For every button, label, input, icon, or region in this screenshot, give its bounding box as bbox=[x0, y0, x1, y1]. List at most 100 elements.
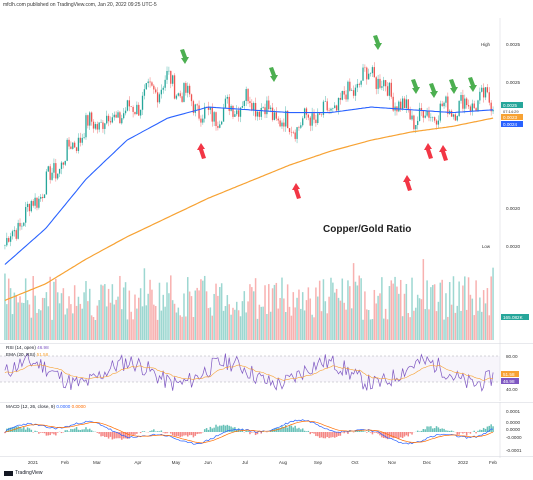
candle-body bbox=[256, 111, 259, 117]
rsi-chart[interactable]: 80.00 51.58 46.98 40.00 bbox=[0, 343, 533, 401]
candle-body bbox=[347, 81, 349, 100]
macd-hist-bar bbox=[488, 425, 491, 432]
macd-hist-bar bbox=[17, 426, 19, 432]
macd-hist-bar bbox=[171, 432, 174, 436]
candle-body bbox=[341, 90, 343, 100]
macd-hist-bar bbox=[332, 432, 334, 438]
macd-hist-bar bbox=[66, 430, 68, 432]
candle-body bbox=[83, 137, 85, 138]
volume-bar bbox=[381, 277, 383, 340]
volume-bar bbox=[9, 288, 12, 340]
volume-bar bbox=[219, 287, 221, 340]
volume-bar bbox=[422, 259, 425, 340]
candle-body bbox=[51, 172, 53, 180]
macd-chart[interactable]: 0.0001 0.0000 0.0000 -0.0000 -0.0001 bbox=[0, 402, 533, 458]
volume-bar bbox=[215, 283, 217, 340]
macd-hist-bar bbox=[126, 432, 129, 439]
rsi-pane[interactable]: RSI (14, open) 46.98 EMA (20, RSI) 51.58… bbox=[0, 343, 533, 401]
candle-body bbox=[123, 113, 125, 119]
legend-macd[interactable]: MACD (12, 26, close, 9) 0.0000 0.0000 bbox=[6, 404, 86, 410]
macd-hist-bar bbox=[283, 427, 285, 432]
candle-body bbox=[72, 142, 74, 149]
volume-bar bbox=[60, 293, 63, 340]
volume-bar bbox=[194, 290, 197, 340]
volume-bar bbox=[448, 282, 451, 340]
rsi-tag1: 51.58 bbox=[503, 372, 515, 377]
macd-hist-bar bbox=[284, 424, 287, 432]
volume-bar bbox=[209, 307, 212, 340]
legend-rsi[interactable]: RSI (14, open) 46.98 bbox=[6, 345, 49, 351]
candle-body bbox=[89, 112, 91, 126]
macd-hist-bar bbox=[73, 428, 76, 432]
macd-hist-bar bbox=[151, 430, 153, 432]
macd-hist-bar bbox=[122, 432, 125, 439]
candle-body bbox=[192, 101, 195, 113]
candle-body bbox=[179, 93, 181, 97]
red-up-arrow bbox=[424, 143, 433, 159]
volume-bar bbox=[256, 318, 259, 340]
macd-hist-bar bbox=[335, 432, 338, 437]
volume-bar bbox=[232, 307, 234, 340]
macd-hist-bar bbox=[279, 427, 281, 432]
volume-bar bbox=[258, 304, 261, 340]
macd-hist-bar bbox=[392, 432, 394, 439]
legend-rsi-ema[interactable]: EMA (20, RSI) 51.58 bbox=[6, 352, 48, 358]
volume-bar bbox=[143, 268, 146, 340]
candle-body bbox=[75, 147, 78, 151]
candle-body bbox=[294, 132, 296, 139]
volume-bar bbox=[156, 319, 159, 340]
volume-bar bbox=[296, 297, 298, 340]
macd-hist-bar bbox=[260, 432, 263, 434]
candle-body bbox=[181, 96, 183, 102]
volume-bar bbox=[379, 293, 381, 340]
time-tick: Mar bbox=[93, 460, 101, 465]
candle-body bbox=[422, 110, 424, 118]
volume-bar bbox=[360, 278, 362, 340]
volume-bar bbox=[384, 308, 387, 340]
candle-body bbox=[196, 104, 198, 106]
volume-bar bbox=[435, 311, 438, 340]
macd-hist-bar bbox=[286, 427, 289, 432]
candle-body bbox=[139, 109, 142, 116]
candle-body bbox=[460, 94, 462, 101]
macd-hist-bar bbox=[107, 432, 110, 439]
macd-hist-bar bbox=[28, 428, 31, 432]
candle-body bbox=[275, 112, 277, 119]
candle-body bbox=[481, 87, 483, 92]
macd-hist-bar bbox=[220, 425, 223, 432]
candle-body bbox=[405, 99, 408, 108]
volume-bar bbox=[104, 284, 106, 340]
macd-hist-bar bbox=[226, 424, 229, 432]
macd-hist-bar bbox=[181, 432, 183, 437]
macd-hist-bar bbox=[465, 432, 468, 436]
macd-hist-bar bbox=[437, 427, 440, 432]
candle-body bbox=[328, 110, 330, 111]
volume-bar bbox=[262, 306, 264, 340]
macd-hist-bar bbox=[26, 427, 29, 432]
candle-body bbox=[21, 225, 23, 227]
candle-body bbox=[234, 114, 236, 117]
volume-bar bbox=[51, 319, 53, 340]
volume-bar bbox=[115, 299, 117, 340]
candle-body bbox=[187, 85, 189, 93]
macd-hist-bar bbox=[364, 431, 366, 432]
macd-hist-bar bbox=[239, 430, 242, 432]
volume-bar bbox=[166, 282, 168, 340]
volume-bar bbox=[32, 276, 34, 340]
rsi-tag2: 46.98 bbox=[503, 379, 515, 384]
time-axis[interactable]: 2021 Feb Mar Apr May Jun Jul Aug Sep Oct Nov Dec 202… bbox=[0, 456, 533, 468]
volume-bar bbox=[119, 275, 121, 340]
time-tick: Jun bbox=[204, 460, 212, 465]
macd-hist-bar bbox=[164, 432, 166, 434]
tradingview-logo[interactable]: TradingView bbox=[4, 470, 43, 476]
volume-bar bbox=[43, 298, 46, 340]
candle-body bbox=[81, 137, 83, 143]
macd-pane[interactable]: MACD (12, 26, close, 9) 0.0000 0.0000 0.… bbox=[0, 402, 533, 458]
low-value: 0.0020 bbox=[506, 244, 520, 249]
macd-hist-bar bbox=[337, 432, 340, 436]
price-chart[interactable]: Copper/Gold Ratio High 0.0025 0.0025 0.0… bbox=[0, 18, 533, 343]
macd-hist-bar bbox=[447, 430, 449, 432]
price-pane[interactable]: Copper/Gold Ratio High 0.0025 0.0025 0.0… bbox=[0, 18, 533, 343]
volume-bar bbox=[105, 306, 108, 340]
candle-body bbox=[209, 106, 212, 110]
